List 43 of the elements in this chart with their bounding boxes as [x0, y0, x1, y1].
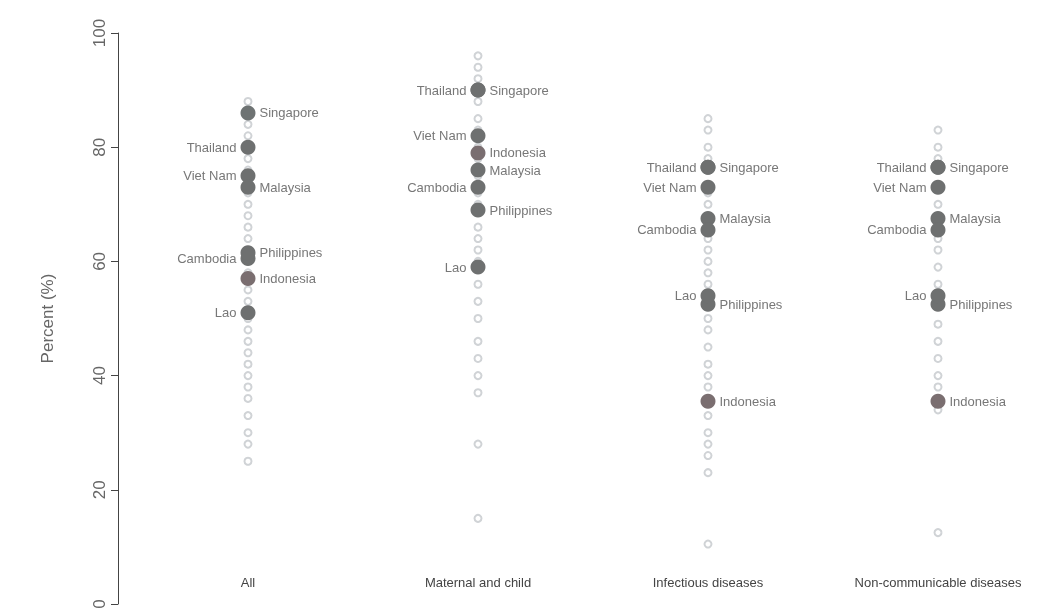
- text: Thailand: [646, 159, 697, 175]
- x-tick-label: Maternal and child: [424, 575, 532, 590]
- series-label: Thailand: [416, 82, 467, 98]
- text: Lao: [904, 288, 927, 304]
- x-tick-label: All: [240, 575, 256, 590]
- y-axis-title: Percent (%): [38, 273, 57, 364]
- y-tick-label: 20: [90, 480, 109, 500]
- y-tick-label: 80: [90, 137, 109, 157]
- y-tick-label: 100: [90, 18, 109, 48]
- series-label: Lao: [444, 259, 467, 275]
- text: Malaysia: [489, 162, 541, 178]
- x-tick-label: Infectious diseases: [652, 575, 764, 590]
- series-label: Cambodia: [407, 179, 468, 195]
- text: Viet Nam: [873, 179, 927, 195]
- text: Thailand: [186, 139, 237, 155]
- series-label: Malaysia: [259, 179, 312, 195]
- text: Singapore: [719, 159, 779, 175]
- text: Philippines: [489, 202, 553, 218]
- text: Malaysia: [719, 211, 771, 227]
- series-label: Viet Nam: [413, 128, 467, 144]
- text: Cambodia: [177, 251, 237, 267]
- text: Viet Nam: [643, 179, 697, 195]
- text: Singapore: [949, 159, 1009, 175]
- y-tick-label: 40: [90, 366, 109, 386]
- y-tick-label: 0: [90, 599, 109, 609]
- text: Philippines: [949, 296, 1013, 312]
- text: Cambodia: [867, 222, 927, 238]
- text: Indonesia: [719, 393, 776, 409]
- text: Lao: [674, 288, 697, 304]
- text: Thailand: [876, 159, 927, 175]
- x-tick-label: Non-communicable diseases: [854, 575, 1022, 590]
- text: Lao: [214, 305, 237, 321]
- series-label: Philippines: [259, 245, 323, 261]
- text: Malaysia: [949, 211, 1001, 227]
- text: Viet Nam: [183, 168, 237, 184]
- text: Indonesia: [489, 145, 546, 161]
- text: Philippines: [719, 296, 783, 312]
- text: Indonesia: [949, 393, 1006, 409]
- y-tick-label: 60: [90, 251, 109, 271]
- text: Cambodia: [637, 222, 697, 238]
- text: Singapore: [489, 82, 549, 98]
- series-label: Indonesia: [259, 271, 317, 287]
- series-label: Singapore: [259, 105, 319, 121]
